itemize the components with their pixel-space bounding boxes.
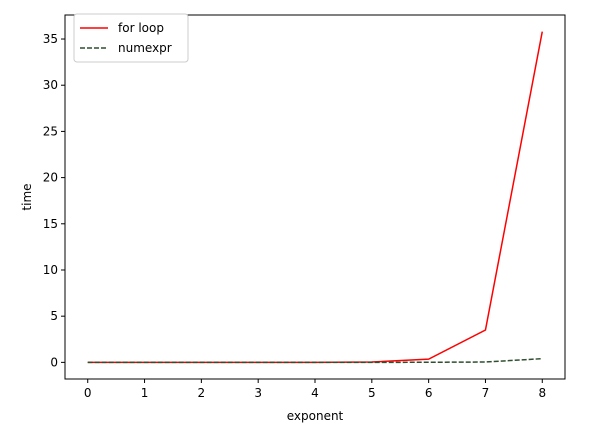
y-tick-label: 20 <box>43 171 58 185</box>
y-tick-label: 5 <box>50 309 58 323</box>
ticks-layer: 0 1 2 3 4 5 6 7 8 0 5 10 15 20 25 30 35 <box>43 32 546 400</box>
x-tick-label: 3 <box>254 386 262 400</box>
x-tick-label: 0 <box>84 386 92 400</box>
y-tick-label: 30 <box>43 78 58 92</box>
x-tick-label: 2 <box>198 386 206 400</box>
y-tick-label: 35 <box>43 32 58 46</box>
legend: for loop numexpr <box>73 13 189 63</box>
legend-box <box>73 13 189 63</box>
x-axis-label: exponent <box>287 409 344 423</box>
series-layer <box>87 31 544 364</box>
y-axis-label: time <box>20 183 34 210</box>
plot-frame <box>64 14 566 380</box>
y-tick-label: 25 <box>43 124 58 138</box>
x-tick-label: 1 <box>141 386 149 400</box>
y-tick-label: 0 <box>50 355 58 369</box>
y-tick-label: 15 <box>43 217 58 231</box>
x-tick-label: 5 <box>368 386 376 400</box>
legend-label-1: numexpr <box>118 41 172 55</box>
series-line-1 <box>87 357 543 364</box>
legend-label-0: for loop <box>118 21 164 35</box>
x-tick-label: 8 <box>538 386 546 400</box>
x-tick-label: 4 <box>311 386 319 400</box>
y-tick-label: 10 <box>43 263 58 277</box>
x-tick-label: 6 <box>425 386 433 400</box>
x-tick-label: 7 <box>482 386 490 400</box>
